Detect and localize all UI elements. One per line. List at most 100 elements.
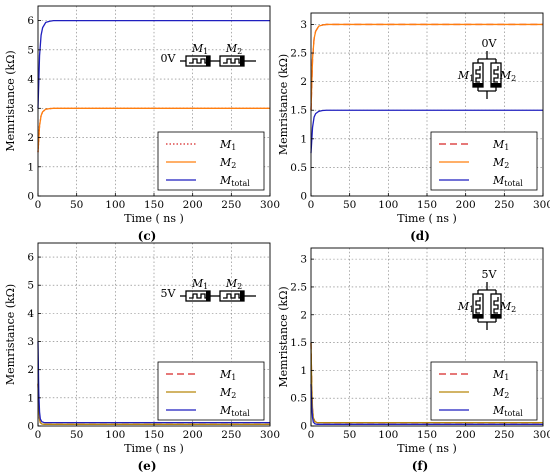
memristor-label: M1 xyxy=(191,277,208,291)
y-tick-label: 1 xyxy=(27,161,34,173)
y-tick-label: 0.5 xyxy=(290,162,307,174)
legend-entry: M1 xyxy=(219,368,236,382)
x-tick-label: 0 xyxy=(308,429,315,441)
y-tick-label: 1 xyxy=(300,365,307,377)
x-tick-label: 300 xyxy=(533,429,550,441)
legend-entry: M2 xyxy=(492,386,509,400)
series-line-Mtotal xyxy=(37,341,270,424)
y-axis-label: Memristance (kΩ) xyxy=(277,286,290,387)
x-tick-label: 300 xyxy=(260,429,280,441)
y-tick-label: 4 xyxy=(27,74,34,86)
memristor-zigzag xyxy=(223,58,241,64)
y-axis-label: Memristance (kΩ) xyxy=(4,284,17,385)
x-tick-label: 150 xyxy=(144,199,164,211)
circuit-voltage: 0V xyxy=(482,37,498,50)
y-tick-label: 0 xyxy=(27,421,34,433)
memristor-zigzag xyxy=(189,58,207,64)
x-axis-label: Time ( ns ) xyxy=(397,442,457,455)
x-tick-label: 100 xyxy=(378,199,398,211)
memristor-zigzag xyxy=(475,66,481,83)
x-tick-label: 100 xyxy=(378,429,398,441)
circuit-voltage: 5V xyxy=(161,287,177,300)
series-line-Mtotal xyxy=(310,109,543,154)
memristor-polarity xyxy=(240,56,244,66)
legend-entry: M2 xyxy=(219,156,236,170)
y-tick-label: 4 xyxy=(27,308,34,320)
x-tick-label: 0 xyxy=(35,429,42,441)
x-axis-label: Time ( ns ) xyxy=(124,212,184,225)
x-tick-label: 0 xyxy=(308,199,315,211)
series-line-M1 xyxy=(310,23,543,111)
y-tick-label: 0 xyxy=(27,191,34,203)
y-tick-label: 1 xyxy=(300,133,307,145)
x-tick-label: 200 xyxy=(183,429,203,441)
x-tick-label: 0 xyxy=(35,199,42,211)
x-tick-label: 200 xyxy=(456,429,476,441)
x-tick-label: 300 xyxy=(260,199,280,211)
memristor-polarity xyxy=(240,291,244,301)
y-tick-label: 0 xyxy=(300,191,307,203)
memristor-polarity xyxy=(491,314,501,318)
panel-caption: (d) xyxy=(410,229,430,243)
chart-panel-1: 0 50 100 150 200 250 300 0 1 2 3 4 5 6 Time ( ns ) Memr… xyxy=(4,5,280,243)
chart-panel-4: 0 50 100 150 200 250 300 0 0.5 1 1.5 2 2.5 3 Time ( ns… xyxy=(277,247,550,473)
legend: M1 M2 Mtotal xyxy=(157,361,265,421)
circuit-diagram: 5V M1 M2 xyxy=(457,268,516,330)
memristor-label: M1 xyxy=(457,69,474,83)
legend-entry: Mtotal xyxy=(492,174,523,188)
y-tick-label: 5 xyxy=(27,44,34,56)
x-tick-label: 100 xyxy=(105,199,125,211)
y-tick-label: 3 xyxy=(27,336,34,348)
memristor-zigzag xyxy=(189,293,207,299)
memristor-label: M2 xyxy=(225,42,242,56)
panel-caption: (f) xyxy=(412,459,429,473)
circuit-voltage: 0V xyxy=(161,52,177,65)
x-tick-label: 250 xyxy=(494,429,514,441)
x-tick-label: 150 xyxy=(417,429,437,441)
memristor-polarity xyxy=(473,314,483,318)
series-line-Mtotal xyxy=(310,384,543,425)
y-tick-label: 6 xyxy=(27,252,34,264)
circuit-diagram: 5V M1 M2 xyxy=(161,277,256,302)
x-tick-label: 50 xyxy=(343,429,356,441)
y-tick-label: 2 xyxy=(27,132,34,144)
x-tick-label: 50 xyxy=(70,199,83,211)
y-tick-label: 2 xyxy=(300,309,307,321)
memristor-polarity xyxy=(491,83,501,87)
circuit-diagram: 0V M1 M2 xyxy=(161,42,256,67)
y-axis-label: Memristance (kΩ) xyxy=(277,54,290,155)
series-line-M2 xyxy=(310,23,543,111)
chart-panel-2: 0 50 100 150 200 250 300 0 0.5 1 1.5 2 2.5 3 Time ( ns… xyxy=(277,12,550,243)
x-tick-label: 300 xyxy=(533,199,550,211)
memristor-label: M1 xyxy=(457,300,474,314)
memristor-zigzag xyxy=(223,293,241,299)
y-tick-label: 0.5 xyxy=(290,393,307,405)
legend-entry: M2 xyxy=(219,386,236,400)
y-tick-label: 2.5 xyxy=(290,48,307,60)
y-tick-label: 1.5 xyxy=(290,105,307,117)
y-tick-label: 6 xyxy=(27,15,34,27)
y-axis-label: Memristance (kΩ) xyxy=(4,50,17,151)
legend-box xyxy=(157,131,265,191)
y-tick-label: 2.5 xyxy=(290,281,307,293)
memristor-polarity xyxy=(473,83,483,87)
memristor-polarity xyxy=(206,56,210,66)
y-tick-label: 3 xyxy=(300,19,307,31)
memristor-label: M1 xyxy=(191,42,208,56)
y-tick-label: 5 xyxy=(27,280,34,292)
memristor-polarity xyxy=(206,291,210,301)
x-tick-label: 250 xyxy=(221,199,241,211)
x-tick-label: 150 xyxy=(417,199,437,211)
x-axis-label: Time ( ns ) xyxy=(397,212,457,225)
y-tick-label: 2 xyxy=(27,364,34,376)
x-tick-label: 50 xyxy=(343,199,356,211)
x-axis-label: Time ( ns ) xyxy=(124,442,184,455)
x-tick-label: 250 xyxy=(221,429,241,441)
y-tick-label: 1.5 xyxy=(290,337,307,349)
legend-entry: M1 xyxy=(492,138,509,152)
x-tick-label: 200 xyxy=(456,199,476,211)
legend-entry: M1 xyxy=(219,138,236,152)
legend-entry: Mtotal xyxy=(219,404,250,418)
x-tick-label: 250 xyxy=(494,199,514,211)
